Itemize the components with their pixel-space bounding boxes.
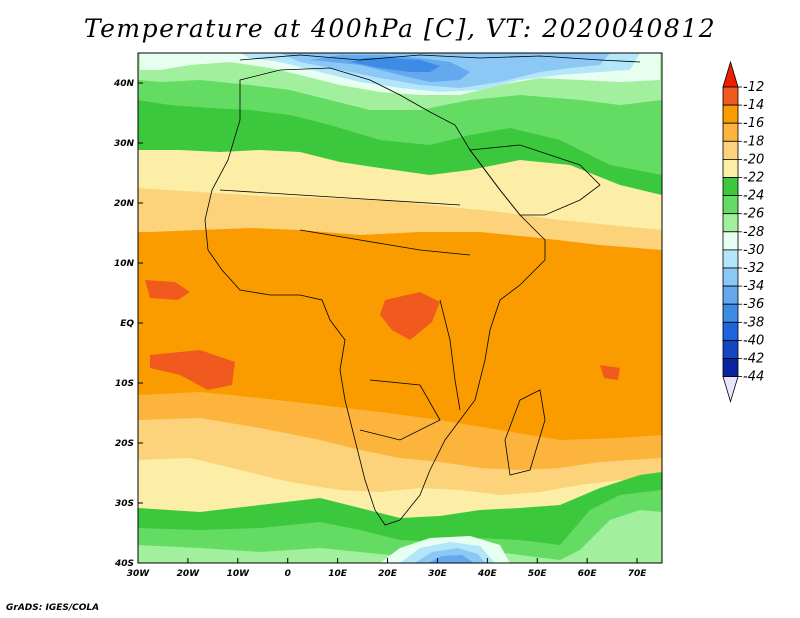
colorbar-label: -14	[743, 98, 764, 113]
coastlines	[204, 54, 641, 526]
colorbar-label: -40	[743, 333, 764, 348]
colorbar-swatch	[722, 195, 739, 215]
colorbar-swatch	[722, 86, 739, 106]
x-tick-label: 0	[285, 569, 291, 579]
colorbar-swatch	[722, 213, 739, 233]
band-20-strip	[138, 160, 662, 226]
colorbar-label: -18	[743, 134, 764, 149]
coast-arabia	[469, 144, 601, 216]
colorbar-swatch	[722, 158, 739, 178]
colorbar-top-arrow	[722, 60, 739, 88]
colorbar-swatch	[722, 140, 739, 160]
plot-frame	[137, 52, 663, 564]
temperature-field	[138, 53, 662, 563]
colorbar-swatch	[722, 267, 739, 287]
border-central	[299, 229, 471, 256]
border-sahel	[219, 189, 461, 206]
band-36-south	[428, 555, 474, 563]
coast-europe	[239, 54, 641, 63]
coast-africa	[204, 67, 546, 526]
band-14-spot-c	[380, 292, 440, 340]
colorbar-swatch	[722, 358, 739, 378]
colorbar: -12 -14 -16 -18 -20 -22 -24 -26 -28 -30 -32 -34 -36 -…	[722, 60, 764, 403]
colorbar-label: -20	[743, 152, 764, 167]
band-38-north	[350, 58, 440, 72]
x-tick-label: 30W	[127, 569, 151, 579]
colorbar-swatch	[722, 339, 739, 359]
band-18-strip	[138, 188, 662, 250]
x-tick-label: 20E	[378, 569, 398, 579]
colorbar-label: -30	[743, 243, 764, 258]
y-tick-label: 40N	[113, 79, 135, 89]
colorbar-label: -22	[743, 171, 764, 186]
colorbar-swatch	[722, 285, 739, 305]
x-tick-label: 50E	[528, 569, 548, 579]
colorbar-swatch	[722, 249, 739, 269]
colorbar-swatch	[722, 177, 739, 197]
coast-madagascar	[504, 389, 546, 476]
colorbar-swatch	[722, 321, 739, 341]
map-title: Temperature at 400hPa [C], VT: 202004081…	[83, 14, 717, 43]
x-tick-label: 10W	[227, 569, 251, 579]
band-28-south	[138, 510, 662, 563]
colorbar-label: -34	[743, 279, 764, 294]
band-14-spot-sw	[150, 350, 235, 390]
border-southern	[359, 379, 441, 441]
colorbar-swatch	[722, 303, 739, 323]
colorbar-swatch	[722, 122, 739, 142]
x-tick-label: 20W	[177, 569, 201, 579]
colorbar-label: -28	[743, 225, 764, 240]
x-tick-label: 70E	[628, 569, 648, 579]
band-14-spot-w	[145, 280, 190, 300]
x-tick-label: 30E	[428, 569, 448, 579]
y-tick-label: 20S	[115, 439, 134, 449]
x-tick-label: 10E	[328, 569, 348, 579]
colorbar-label: -32	[743, 261, 764, 276]
colorbar-label: -24	[743, 189, 764, 204]
colorbar-label: -38	[743, 315, 764, 330]
colorbar-label: -12	[743, 80, 764, 95]
colorbar-swatch	[722, 104, 739, 124]
band-14-spot-e	[600, 365, 620, 380]
colorbar-label: -26	[743, 207, 764, 222]
colorbar-label: -42	[743, 352, 764, 367]
x-tick-label: 60E	[578, 569, 598, 579]
axis-ticks: 30W 20W 10W 0 10E 20E 30E 40E 50E 60E 70E 40N 30N 20N…	[113, 79, 647, 579]
y-tick-label: 10S	[115, 379, 134, 389]
colorbar-bottom-arrow	[722, 376, 739, 403]
y-tick-label: 20N	[114, 199, 135, 209]
colorbar-swatch	[722, 231, 739, 251]
colorbar-label: -44	[743, 370, 764, 385]
colorbar-label: -16	[743, 116, 764, 131]
border-lakes	[439, 299, 461, 411]
y-tick-label: 30N	[114, 139, 135, 149]
band-26-south	[138, 490, 662, 563]
colorbar-label: -36	[743, 297, 764, 312]
x-tick-label: 40E	[477, 569, 498, 579]
y-tick-label: 10N	[114, 259, 135, 269]
y-tick-label: EQ	[120, 319, 134, 329]
grads-credit: GrADS: IGES/COLA	[6, 603, 100, 613]
y-tick-label: 30S	[115, 499, 134, 509]
y-tick-label: 40S	[114, 559, 134, 569]
